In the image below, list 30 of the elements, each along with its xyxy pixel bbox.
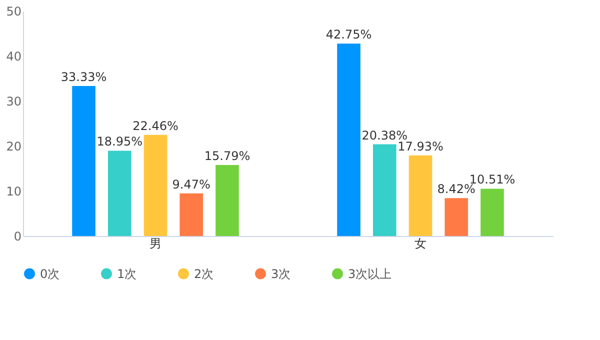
data-label: 18.95% [96, 134, 143, 149]
legend-label: 0次 [40, 266, 60, 281]
y-tick-label: 30 [6, 94, 22, 108]
bar [108, 150, 132, 236]
bar [444, 198, 468, 236]
data-label: 22.46% [132, 118, 178, 133]
y-tick-label: 10 [6, 184, 22, 198]
legend-label: 1次 [117, 266, 137, 281]
bar [408, 155, 432, 236]
legend-label: 3次 [271, 266, 291, 281]
data-label: 15.79% [204, 148, 250, 163]
y-tick-label: 50 [6, 4, 22, 18]
data-label: 33.33% [60, 70, 107, 84]
legend-label: 3次以上 [348, 266, 392, 281]
bar [372, 144, 396, 236]
x-tick-label: 女 [414, 236, 426, 250]
bar [144, 134, 168, 236]
y-tick-label: 40 [6, 50, 22, 64]
bar [337, 44, 360, 236]
data-label: 8.42% [437, 182, 476, 196]
bar [180, 193, 204, 236]
data-label: 42.75% [326, 28, 372, 42]
data-label: 9.47% [172, 177, 210, 192]
legend-label: 2次 [194, 266, 214, 281]
bar [72, 86, 96, 236]
x-tick-label: 男 [150, 236, 162, 250]
bar [216, 164, 239, 236]
bar [480, 188, 504, 236]
y-tick-label: 0 [14, 230, 22, 244]
y-tick-label: 20 [6, 140, 22, 154]
